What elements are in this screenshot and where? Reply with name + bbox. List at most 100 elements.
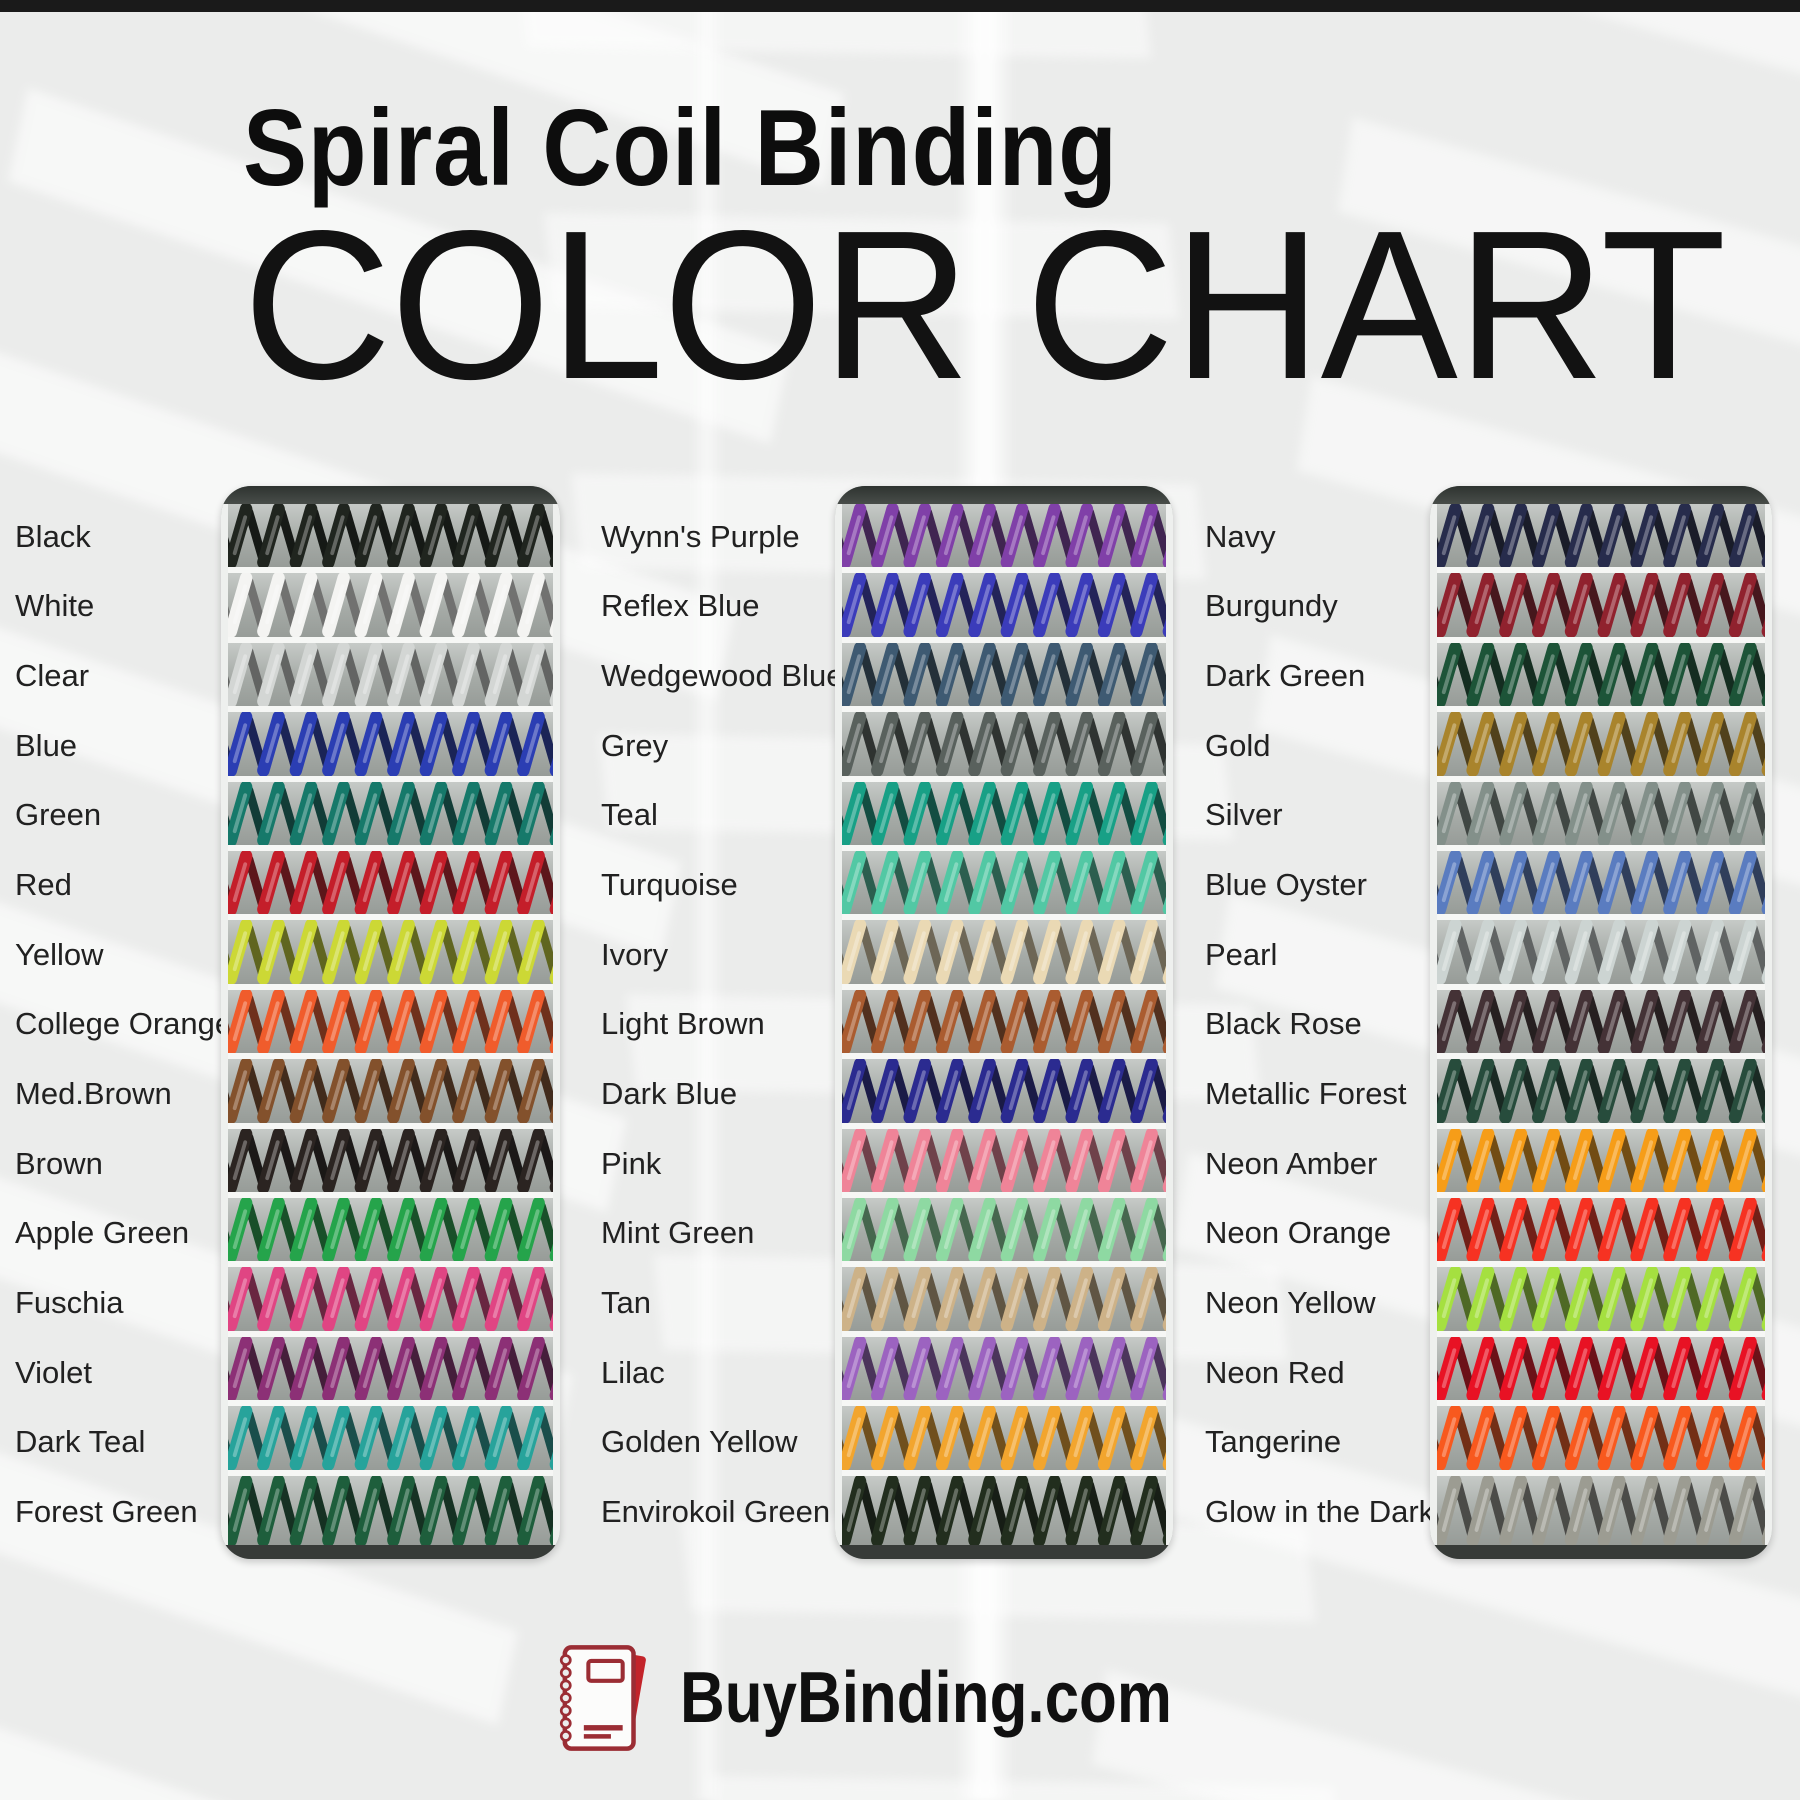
panel-top-edge bbox=[835, 486, 1173, 504]
color-label-pink: Pink bbox=[601, 1145, 662, 1181]
coil-graphic bbox=[842, 920, 1166, 984]
color-label-blue-oyster: Blue Oyster bbox=[1205, 867, 1367, 903]
coil-graphic bbox=[842, 1336, 1166, 1401]
color-label-neon-red: Neon Red bbox=[1205, 1354, 1345, 1390]
coil-swatch-dark-teal bbox=[228, 1406, 553, 1476]
coil-graphic bbox=[228, 851, 553, 915]
color-label-neon-amber: Neon Amber bbox=[1205, 1145, 1378, 1181]
coil-swatch-pink bbox=[842, 1128, 1166, 1198]
color-label-black: Black bbox=[15, 518, 91, 554]
color-label-dark-green: Dark Green bbox=[1205, 658, 1366, 694]
color-labels-column-1: Black White Clear Blue Green Red Yellow College… bbox=[15, 502, 232, 1547]
color-labels-column-2: Wynn's Purple Reflex Blue Wedgewood Blue Gr… bbox=[601, 502, 843, 1547]
coil-graphic bbox=[842, 1406, 1166, 1470]
color-label-tangerine: Tangerine bbox=[1205, 1424, 1342, 1460]
color-label-reflex-blue: Reflex Blue bbox=[601, 588, 760, 624]
coil-rows bbox=[221, 504, 560, 1545]
color-label-dark-teal: Dark Teal bbox=[15, 1424, 146, 1460]
coil-graphic bbox=[228, 573, 553, 637]
coil-graphic bbox=[228, 1336, 553, 1401]
coil-graphic bbox=[1437, 1406, 1765, 1470]
coil-swatch-light-brown bbox=[842, 989, 1166, 1060]
color-label-apple-green: Apple Green bbox=[15, 1215, 190, 1251]
coil-rows bbox=[1430, 504, 1772, 1545]
coil-swatch-black-rose bbox=[1437, 989, 1765, 1060]
color-label-pearl: Pearl bbox=[1205, 936, 1278, 972]
coil-graphic bbox=[1437, 504, 1765, 568]
coil-swatch-med-brown bbox=[228, 1059, 553, 1129]
coil-swatch-grey bbox=[842, 712, 1166, 782]
color-label-envirokoil-green: Envirokoil Green bbox=[601, 1494, 831, 1530]
coil-graphic bbox=[1437, 1267, 1765, 1331]
coil-swatch-reflex-blue bbox=[842, 573, 1166, 643]
coil-swatch-turquoise bbox=[842, 851, 1166, 921]
coil-graphic bbox=[228, 1267, 553, 1331]
coil-swatch-brown bbox=[228, 1128, 553, 1198]
coil-swatch-blue bbox=[228, 712, 553, 782]
coil-swatch-apple-green bbox=[228, 1198, 553, 1268]
coil-swatch-white bbox=[228, 573, 553, 643]
color-label-mint-green: Mint Green bbox=[601, 1215, 755, 1251]
color-label-burgundy: Burgundy bbox=[1205, 588, 1338, 624]
color-label-red: Red bbox=[15, 867, 72, 903]
coil-swatch-mint-green bbox=[842, 1198, 1166, 1268]
coil-swatch-fuschia bbox=[228, 1267, 553, 1337]
coil-swatch-gold bbox=[1437, 712, 1765, 782]
color-label-dark-blue: Dark Blue bbox=[601, 1076, 738, 1112]
coil-swatch-ivory bbox=[842, 920, 1166, 990]
coil-graphic bbox=[1437, 781, 1765, 845]
color-label-turquoise: Turquoise bbox=[601, 867, 738, 903]
color-label-clear: Clear bbox=[15, 658, 90, 694]
color-label-med-brown: Med.Brown bbox=[15, 1076, 172, 1112]
coil-swatch-neon-orange bbox=[1437, 1198, 1765, 1268]
coil-graphic bbox=[842, 573, 1166, 637]
color-label-blue: Blue bbox=[15, 727, 78, 763]
panel-bottom-edge bbox=[835, 1545, 1173, 1559]
coil-graphic bbox=[842, 1198, 1166, 1262]
coil-swatch-neon-yellow bbox=[1437, 1267, 1765, 1337]
coil-graphic bbox=[842, 642, 1166, 707]
coil-swatch-wynn-s-purple bbox=[842, 504, 1166, 574]
panel-bottom-edge bbox=[221, 1545, 560, 1559]
panel-top-edge bbox=[221, 486, 560, 504]
color-label-black-rose: Black Rose bbox=[1205, 1006, 1362, 1042]
coil-graphic bbox=[842, 1128, 1166, 1192]
color-label-ivory: Ivory bbox=[601, 936, 669, 972]
coil-swatch-red bbox=[228, 851, 553, 921]
color-labels-column-3: Navy Burgundy Dark Green Gold Silver Blue Oys… bbox=[1205, 502, 1434, 1547]
spiral-notebook-icon bbox=[559, 1645, 646, 1751]
coil-graphic bbox=[1437, 573, 1765, 637]
color-label-golden-yellow: Golden Yellow bbox=[601, 1424, 798, 1460]
color-label-gold: Gold bbox=[1205, 727, 1271, 763]
coil-graphic bbox=[1437, 712, 1765, 776]
coil-panel-3 bbox=[1430, 486, 1772, 1559]
coil-swatch-silver bbox=[1437, 781, 1765, 851]
coil-graphic bbox=[842, 1059, 1166, 1123]
coil-swatch-clear bbox=[228, 642, 553, 713]
coil-graphic bbox=[228, 504, 553, 568]
coil-swatch-black bbox=[228, 504, 553, 574]
coil-graphic bbox=[1437, 642, 1765, 707]
coil-graphic bbox=[228, 642, 553, 707]
color-label-metallic-forest: Metallic Forest bbox=[1205, 1076, 1407, 1112]
color-label-wynn-s-purple: Wynn's Purple bbox=[601, 518, 800, 554]
coil-graphic bbox=[842, 1267, 1166, 1331]
color-label-college-orange: College Orange bbox=[15, 1006, 233, 1042]
panel-bottom-edge bbox=[1430, 1545, 1772, 1559]
color-label-grey: Grey bbox=[601, 727, 669, 763]
coil-graphic bbox=[228, 989, 553, 1054]
coil-graphic bbox=[1437, 989, 1765, 1054]
coil-swatch-pearl bbox=[1437, 920, 1765, 990]
coil-swatch-navy bbox=[1437, 504, 1765, 574]
coil-swatch-teal bbox=[842, 781, 1166, 851]
color-label-green: Green bbox=[15, 797, 102, 833]
coil-panel-2 bbox=[835, 486, 1173, 1559]
coil-graphic bbox=[842, 504, 1166, 568]
color-label-neon-orange: Neon Orange bbox=[1205, 1215, 1392, 1251]
coil-swatch-yellow bbox=[228, 920, 553, 990]
color-label-silver: Silver bbox=[1205, 797, 1283, 833]
brand-logo: BuyBinding.com bbox=[0, 1642, 1800, 1754]
top-edge-strip bbox=[0, 0, 1800, 12]
coil-swatch-neon-amber bbox=[1437, 1128, 1765, 1198]
coil-graphic bbox=[1437, 1336, 1765, 1401]
